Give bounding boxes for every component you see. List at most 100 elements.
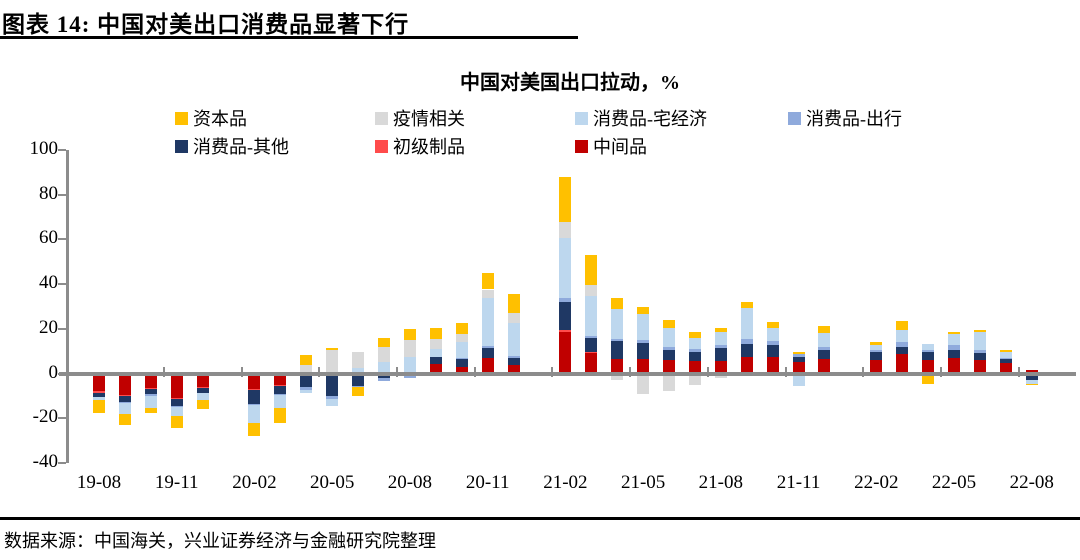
legend-item: 中间品 [575, 136, 647, 157]
legend-item: 消费品-宅经济 [575, 108, 707, 129]
x-tick-label: 20-02 [232, 472, 277, 493]
bar-segment [300, 390, 313, 393]
bar-segment [352, 351, 365, 369]
legend-label: 疫情相关 [393, 109, 465, 129]
bar-segment [144, 393, 157, 396]
bar-segment [352, 368, 365, 374]
legend-item: 消费品-其他 [175, 136, 289, 157]
bar-segment [170, 399, 183, 406]
footer-rule [0, 517, 1080, 520]
x-axis-tick [395, 366, 398, 377]
bar-segment [973, 330, 986, 333]
x-axis-tick [551, 366, 554, 377]
bar-segment [637, 373, 650, 394]
bar-segment [274, 408, 287, 423]
bar-segment [766, 344, 779, 358]
bar-segment [429, 356, 442, 364]
y-axis-tick [58, 149, 66, 151]
bar-segment [559, 176, 572, 222]
bar-segment [585, 336, 598, 339]
bar-segment [818, 359, 831, 374]
x-axis-tick [162, 366, 165, 377]
y-tick-label: 20 [39, 316, 58, 338]
bar-segment [585, 338, 598, 353]
bar-segment [688, 337, 701, 349]
bar-segment [818, 325, 831, 334]
x-tick-label: 21-02 [543, 472, 588, 493]
bar-segment [196, 392, 209, 401]
bar-segment [378, 362, 390, 374]
x-tick-label: 20-11 [465, 472, 510, 493]
bar-segment [792, 353, 805, 357]
bar-segment [559, 329, 572, 332]
bar-segment [429, 338, 442, 349]
bar-segment [455, 359, 468, 367]
bar-segment [999, 359, 1012, 364]
bar-segment [559, 238, 572, 298]
bar-segment [973, 332, 986, 350]
bar-segment [118, 401, 131, 403]
bar-segment [93, 400, 105, 413]
bar-segment [948, 349, 961, 358]
bar-segment [196, 388, 209, 393]
bar-segment [248, 389, 261, 391]
figure-title: 图表 14: 中国对美出口消费品显著下行 [2, 12, 410, 37]
bar-segment [688, 361, 701, 374]
legend-label: 消费品-其他 [193, 137, 289, 157]
bar-segment [766, 327, 779, 341]
y-tick-label: -40 [32, 451, 58, 472]
bar-segment [274, 394, 287, 409]
bar-segment [637, 359, 650, 374]
bar-segment [792, 373, 805, 386]
bar-segment [326, 350, 339, 374]
y-axis-tick [58, 327, 66, 330]
bar-segment [274, 384, 287, 386]
bar-segment [93, 397, 105, 401]
bar-segment [948, 345, 961, 350]
bar-segment [481, 272, 494, 290]
bar-segment [559, 297, 572, 303]
x-axis-tick [862, 366, 865, 377]
legend-item: 资本品 [175, 108, 247, 129]
bar-segment [663, 360, 676, 374]
bar-segment [403, 373, 416, 379]
bar-segment [93, 392, 105, 398]
bar-segment [144, 373, 157, 389]
bar-segment [455, 366, 468, 374]
chart-title: 中国对美国出口拉动，% [460, 72, 680, 94]
bar-segment [507, 357, 520, 366]
bar-segment [326, 395, 339, 400]
y-tick-label: 0 [48, 361, 59, 383]
x-tick-label: 21-08 [698, 472, 743, 493]
bar-segment [326, 399, 339, 406]
legend-swatch-icon [175, 111, 188, 125]
bar-segment [637, 306, 650, 315]
bar-segment [455, 358, 468, 360]
bar-segment [93, 373, 105, 392]
bar-segment [378, 378, 390, 382]
bar-segment [585, 352, 598, 354]
bar-segment [922, 360, 935, 374]
bar-segment [429, 327, 442, 339]
bar-segment [688, 331, 701, 338]
bar-segment [766, 322, 779, 328]
bar-segment [507, 322, 520, 356]
legend-swatch-icon [575, 139, 588, 153]
x-tick-label: 22-02 [854, 472, 899, 493]
bar-segment [378, 373, 390, 379]
bar-segment [378, 338, 390, 347]
bar-segment [507, 312, 520, 323]
y-tick-label: 100 [29, 138, 59, 159]
bar-segment [378, 346, 390, 363]
bar-segment [999, 357, 1012, 360]
bar-segment [585, 254, 598, 285]
bar-segment [300, 355, 313, 366]
y-axis-tick [58, 283, 66, 286]
y-tick-label: 40 [39, 272, 58, 294]
legend-item: 初级制品 [375, 136, 465, 157]
bar-segment [818, 349, 831, 360]
x-axis-tick [240, 366, 243, 377]
bar-segment [326, 347, 339, 351]
x-axis-tick [318, 366, 321, 377]
